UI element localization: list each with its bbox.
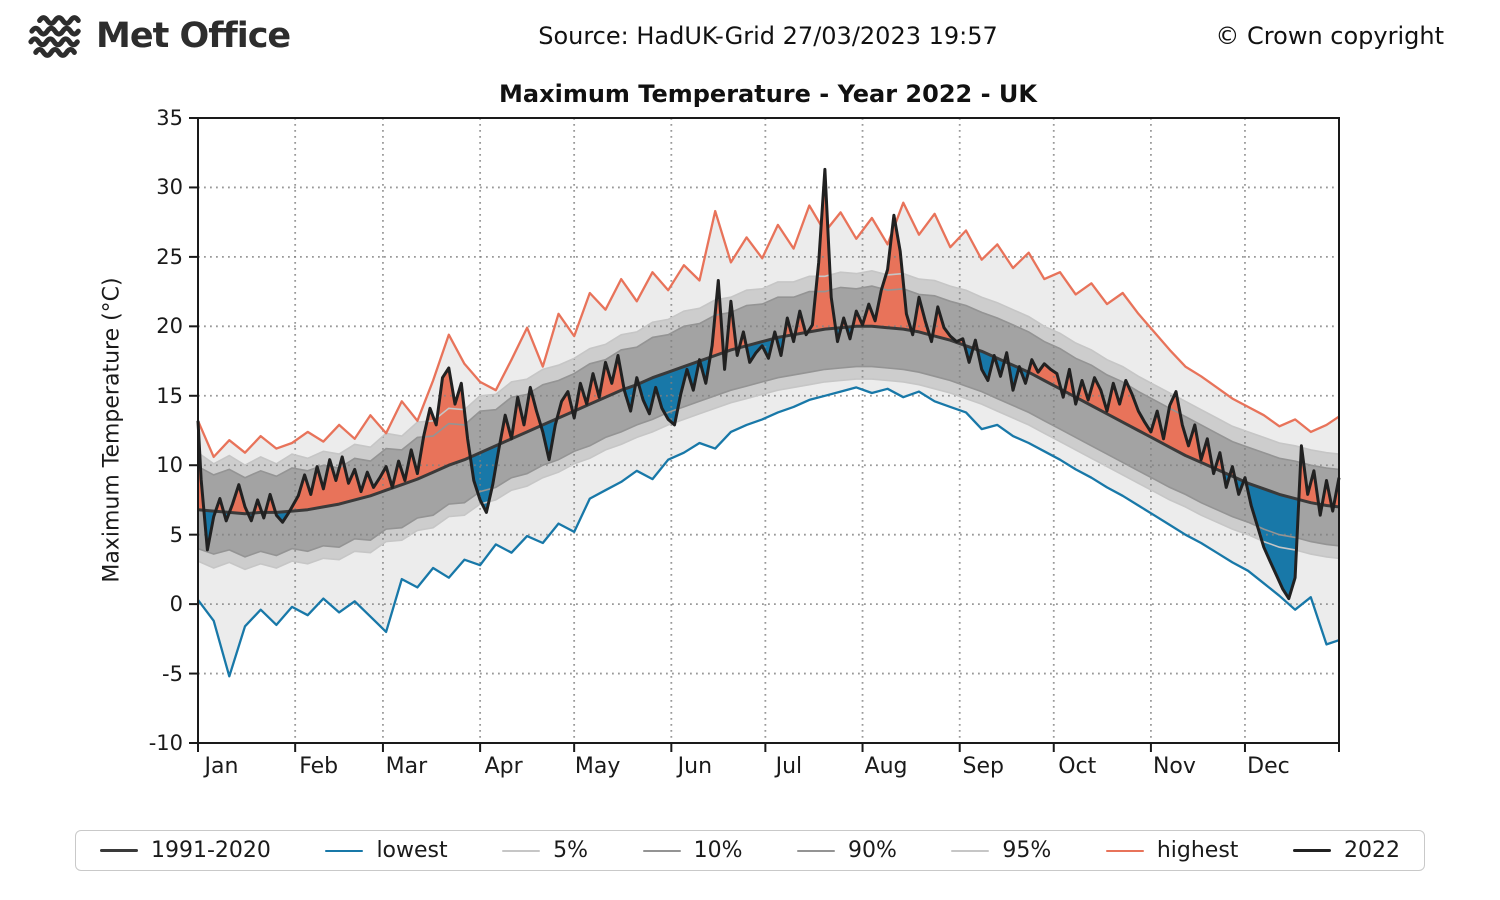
y-tick-label: 20 [156,314,183,339]
y-tick-label: 35 [156,106,183,130]
met-office-waves-icon [28,15,81,58]
x-tick-label-sep: Sep [962,754,1004,779]
x-tick-label-feb: Feb [299,754,339,779]
y-axis-label: Maximum Temperature (°C) [99,277,125,583]
y-tick-label: 15 [156,383,183,408]
x-tick-label-oct: Oct [1058,754,1097,779]
y-tick-label: -10 [148,731,183,755]
legend-label: highest [1156,838,1239,863]
legend-line-sample [951,849,990,852]
y-tick-label: 0 [169,592,183,617]
legend-item-1991-2020: 1991-2020 [100,838,271,863]
y-tick-label: 25 [156,244,183,269]
source-label: Source: HadUK-Grid 27/03/2023 19:57 [538,22,998,50]
legend-item-2022: 2022 [1292,838,1400,863]
line-1991-2020-mean [197,324,1340,516]
x-tick-label-mar: Mar [385,754,428,779]
met-office-logo: Met Office [28,10,291,62]
legend-item-5-: 5% [502,838,588,863]
line-10pct [197,365,1340,558]
legend-line-sample [325,849,364,852]
legend-item-95-: 95% [951,838,1051,863]
line-2022 [196,167,1341,601]
legend-label: 5% [553,838,589,863]
x-tick-label-jul: Jul [775,754,803,779]
x-tick-label-jun: Jun [677,754,713,779]
legend-label: 2022 [1343,838,1400,863]
x-tick-label-aug: Aug [864,754,908,779]
line-highest [196,201,1340,459]
y-tick-label: -5 [162,661,183,686]
legend-line-sample [1292,848,1331,853]
x-tick-label-may: May [574,754,621,779]
y-tick-label: 5 [169,522,183,547]
x-tick-label-nov: Nov [1152,754,1196,779]
met-office-logo-text: Met Office [96,16,291,56]
legend-line-sample [1105,849,1144,852]
line-90pct [197,285,1340,479]
legend-label: 1991-2020 [151,838,271,863]
y-tick-label: 10 [156,453,183,478]
legend-item-lowest: lowest [325,838,448,863]
legend-line-sample [797,849,835,852]
legend-label: lowest [376,838,448,863]
band-lowest-highest [198,202,1339,677]
legend-line-sample [100,848,138,853]
line-5pct [197,378,1340,571]
chart-legend: 1991-2020 lowest 5% 10% 90% 95% highest 2022 [75,830,1425,871]
legend-line-sample [642,849,681,852]
x-tick-label-dec: Dec [1247,754,1290,779]
legend-item-90-: 90% [797,838,897,863]
legend-label: 95% [1002,838,1052,863]
chart-title: Maximum Temperature - Year 2022 - UK [499,80,1037,108]
x-tick-label-jan: Jan [204,754,239,779]
line-95pct [197,269,1340,467]
y-tick-label: 30 [156,175,183,200]
legend-label: 10% [693,838,743,863]
legend-label: 90% [848,838,897,863]
legend-item-highest: highest [1105,838,1239,863]
legend-item-10-: 10% [642,838,743,863]
line-lowest [197,386,1340,678]
copyright-label: © Crown copyright [1215,22,1444,50]
plot-frame [197,117,1340,744]
x-tick-label-apr: Apr [484,754,523,779]
legend-line-sample [502,849,541,852]
